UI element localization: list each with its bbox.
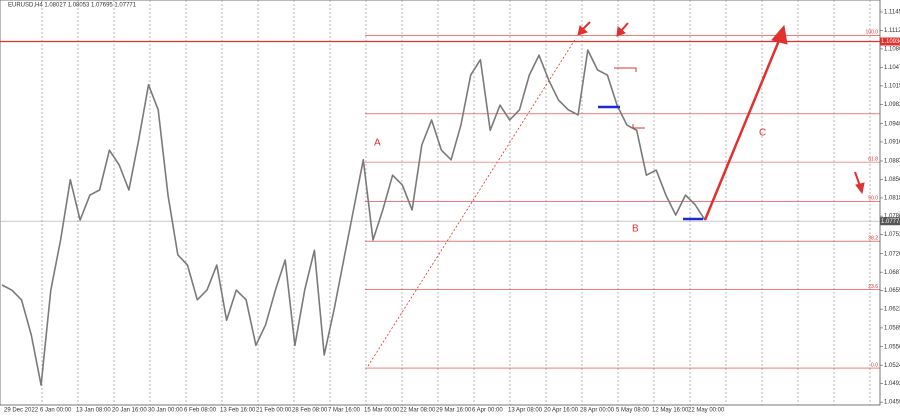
x-tick-label: 22 Mar 08:00 xyxy=(400,408,436,414)
y-tick-label: 1.10475 xyxy=(884,65,900,71)
annotation: C xyxy=(759,128,766,139)
y-tick-label: 1.05565 xyxy=(884,344,900,350)
price-label-box xyxy=(880,37,900,46)
arrowhead xyxy=(771,24,788,45)
fib-label: 23.6 xyxy=(868,284,878,290)
x-tick-label: 13 Apr 08:00 xyxy=(508,408,543,414)
price xyxy=(0,40,880,386)
y-tick-label: 1.07200 xyxy=(884,251,900,257)
level-mark xyxy=(614,67,637,72)
y-tick-label: 1.10150 xyxy=(884,83,900,89)
x-tick-label: 6 Apr 00:00 xyxy=(472,408,503,414)
y-axis: 29 Dec 2022 6 Jan 00:00 13 Jan 08:00 20 Jan… xyxy=(4,10,900,414)
fib-label: 50.0 xyxy=(868,196,878,202)
x-tick-label: 12 May 16:00 xyxy=(652,408,689,414)
arrowhead xyxy=(855,182,865,195)
level-mark xyxy=(632,124,645,129)
fib-label: 0.0 xyxy=(871,362,878,368)
fib-label: 38.2 xyxy=(868,236,878,242)
x-tick-label: 21 Feb 00:00 xyxy=(256,408,292,414)
arrowhead xyxy=(577,25,588,36)
x-tick-label: 7 Mar 16:00 xyxy=(328,408,361,414)
y-tick-label: 1.10800 xyxy=(884,46,900,52)
x-tick-label: 6 Feb 08:00 xyxy=(184,408,217,414)
x-tick-label: 13 Feb 16:00 xyxy=(220,408,256,414)
x-tick-label: 15 Mar 00:00 xyxy=(364,408,400,414)
y-tick-label: 1.06225 xyxy=(884,307,900,313)
y-tick-label: 1.09165 xyxy=(884,139,900,145)
arrows xyxy=(577,21,865,221)
y-tick-label: 1.04920 xyxy=(884,381,900,387)
fib-label: 61.8 xyxy=(868,156,878,162)
chart-title: EURUSD,H4 1.08027 1.08053 1.07695 1.0777… xyxy=(8,3,137,9)
y-tick-label: 1.09820 xyxy=(884,102,900,108)
y-tick-label: 1.05240 xyxy=(884,363,900,369)
current-price-box xyxy=(880,217,900,226)
x-tick-label: 6 Jan 00:00 xyxy=(40,408,72,414)
y-tick-label: 1.09485 xyxy=(884,121,900,127)
plot-area xyxy=(0,0,881,406)
fib-label: 100.0 xyxy=(865,30,878,36)
fib-anchor-line xyxy=(367,37,577,367)
arrowhead xyxy=(616,26,626,37)
annotation: B xyxy=(632,224,639,235)
y-tick-label: 1.06875 xyxy=(884,270,900,276)
x-tick-label: 28 Feb 08:00 xyxy=(292,408,328,414)
x-tick-label: 28 Apr 00:00 xyxy=(580,408,615,414)
x-tick-label: 20 Jan 16:00 xyxy=(112,408,147,414)
arrow xyxy=(854,171,861,187)
arrow xyxy=(703,37,782,221)
x-tick-label: 29 Dec 2022 xyxy=(4,408,39,414)
y-tick-label: 1.08830 xyxy=(884,159,900,165)
price-label: 1.10930 xyxy=(881,39,900,45)
x-tick-label: 5 May 08:00 xyxy=(616,408,650,414)
y-tick-label: 1.07535 xyxy=(884,232,900,238)
x-tick-label: 20 Apr 16:00 xyxy=(544,408,579,414)
x-tick-label: 29 Mar 16:00 xyxy=(436,408,472,414)
y-tick-label: 1.05895 xyxy=(884,326,900,332)
y-tick-label: 1.06555 xyxy=(884,288,900,294)
annotation: A xyxy=(374,138,381,149)
x-tick-label: 22 May 00:00 xyxy=(688,408,725,414)
price-line xyxy=(1,49,706,386)
y-tick-label: 1.04590 xyxy=(884,400,900,406)
y-tick-label: 1.11450 xyxy=(884,10,900,16)
fibonacci: 100.0 61.8 50.0 38.2 23.6 0.0 xyxy=(365,30,880,368)
y-tick-label: 1.08180 xyxy=(884,196,900,202)
arrow xyxy=(620,22,629,32)
current-price-label: 1.07771 xyxy=(881,219,900,225)
y-tick-label: 1.08505 xyxy=(884,177,900,183)
y-tick-label: 1.11125 xyxy=(884,28,900,34)
x-tick-label: 13 Jan 08:00 xyxy=(76,408,111,414)
x-tick-label: 30 Jan 00:00 xyxy=(148,408,183,414)
y-tick-label: 1.07860 xyxy=(884,214,900,220)
